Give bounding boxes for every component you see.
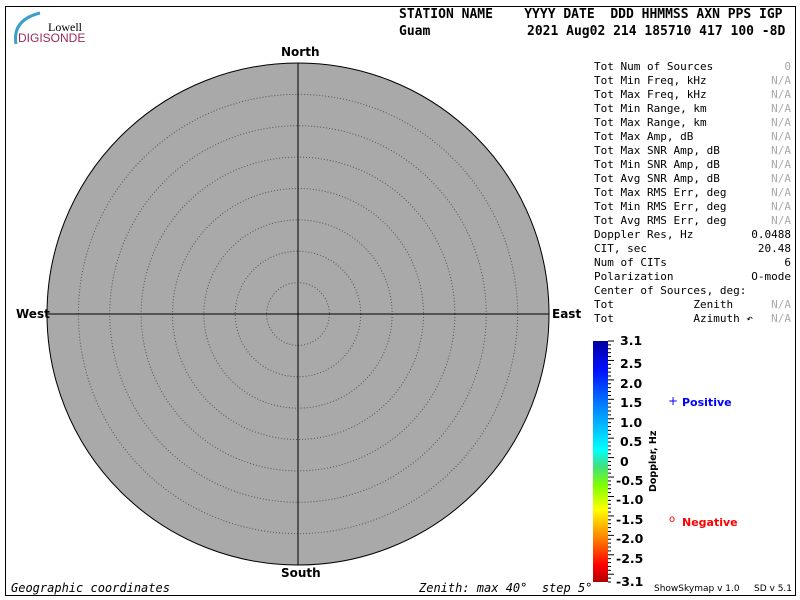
label-north: North (281, 45, 320, 59)
colorbar-tick-label: 2.0 (620, 375, 643, 391)
colorbar-ticks (608, 340, 614, 583)
colorbar-tick-label: 1.5 (620, 395, 643, 411)
coordinates-label: Geographic coordinates (11, 581, 170, 595)
logo: Lowell DIGISONDE (10, 10, 85, 46)
legend-negative-symbol: o (669, 514, 676, 525)
legend-positive-symbol: + (668, 394, 679, 408)
stat-label: Tot Zenith (594, 298, 734, 311)
stat-value: N/A (771, 172, 791, 185)
stat-label: Num of CITs (594, 256, 667, 269)
legend-negative-label: Negative (682, 516, 738, 529)
zenith-info: Zenith: max 40° step 5° (419, 581, 593, 595)
stat-value: N/A (771, 158, 791, 171)
colorbar-tick-label: -2.5 (616, 550, 644, 566)
stat-label: Doppler Res, Hz (594, 228, 694, 241)
colorbar-tick-label: 0 (620, 453, 629, 469)
colorbar-tick-label: 1.0 (620, 414, 643, 430)
stat-value: 0 (784, 60, 791, 73)
colorbar-tick-label: 0.5 (620, 434, 643, 450)
stat-label: Tot Min Range, km (594, 102, 707, 115)
stat-value: N/A (771, 102, 791, 115)
station-name: Guam (399, 24, 431, 39)
stat-value: N/A (771, 116, 791, 129)
colorbar-tick-label: -1.5 (616, 511, 644, 527)
label-west: West (16, 307, 50, 321)
label-east: East (552, 307, 582, 321)
stat-value: O-mode (751, 270, 791, 283)
stat-value: N/A (771, 200, 791, 213)
version-sd: SD v 5.1 (754, 584, 793, 594)
stat-value: N/A (771, 88, 791, 101)
stat-label: Tot Azimuth ↶ (594, 312, 753, 325)
stat-label: Tot Min RMS Err, deg (594, 200, 727, 213)
plot-frame (5, 6, 796, 596)
logo-text-digisonde: DIGISONDE (18, 31, 86, 45)
stat-value: N/A (771, 74, 791, 87)
stat-value: 20.48 (757, 242, 791, 255)
logo-arc-icon (14, 11, 41, 45)
stat-value: N/A (771, 144, 791, 157)
stat-label: Tot Num of Sources (594, 60, 714, 73)
stat-label: Tot Max SNR Amp, dB (594, 144, 720, 157)
stat-label: Tot Max Amp, dB (594, 130, 694, 143)
stat-value: N/A (771, 186, 791, 199)
version-showskymap: ShowSkymap v 1.0 (654, 584, 740, 594)
colorbar-tick-label: 2.5 (620, 356, 643, 372)
stat-label: Tot Avg SNR Amp, dB (594, 172, 720, 185)
stat-value: N/A (771, 214, 791, 227)
stat-label: Center of Sources, deg: (594, 284, 747, 297)
stat-value: 6 (784, 256, 791, 269)
stat-label: Tot Avg RMS Err, deg (594, 214, 727, 227)
logo-text-lowell: Lowell (48, 20, 82, 34)
colorbar-tick-label: -2.0 (616, 531, 644, 547)
stat-label: Tot Max Freq, kHz (594, 88, 707, 101)
doppler-colorbar (593, 341, 608, 582)
colorbar-tick-label: -1.0 (616, 492, 644, 508)
colorbar-title: Doppler, Hz (648, 430, 659, 492)
stat-label: Polarization (594, 270, 674, 283)
stat-label: Tot Max RMS Err, deg (594, 186, 727, 199)
label-south: South (281, 566, 321, 580)
stat-value: 0.0488 (751, 228, 791, 241)
skymap (46, 62, 550, 566)
legend-positive-label: Positive (682, 396, 732, 409)
stat-label: Tot Min Freq, kHz (594, 74, 707, 87)
header-labels: STATION NAME YYYY DATE DDD HHMMSS AXN PP… (399, 7, 783, 22)
stat-value: N/A (771, 298, 791, 311)
stat-label: CIT, sec (594, 242, 647, 255)
stat-value: N/A (771, 130, 791, 143)
stat-label: Tot Max Range, km (594, 116, 707, 129)
colorbar-tick-label: 3.1 (620, 333, 643, 348)
stat-label: Tot Min SNR Amp, dB (594, 158, 720, 171)
stat-value: N/A (771, 312, 791, 325)
colorbar-tick-label: -3.1 (616, 574, 644, 589)
header-values: 2021 Aug02 214 185710 417 100 -8D (527, 24, 786, 39)
colorbar-tick-label: -0.5 (616, 472, 644, 488)
